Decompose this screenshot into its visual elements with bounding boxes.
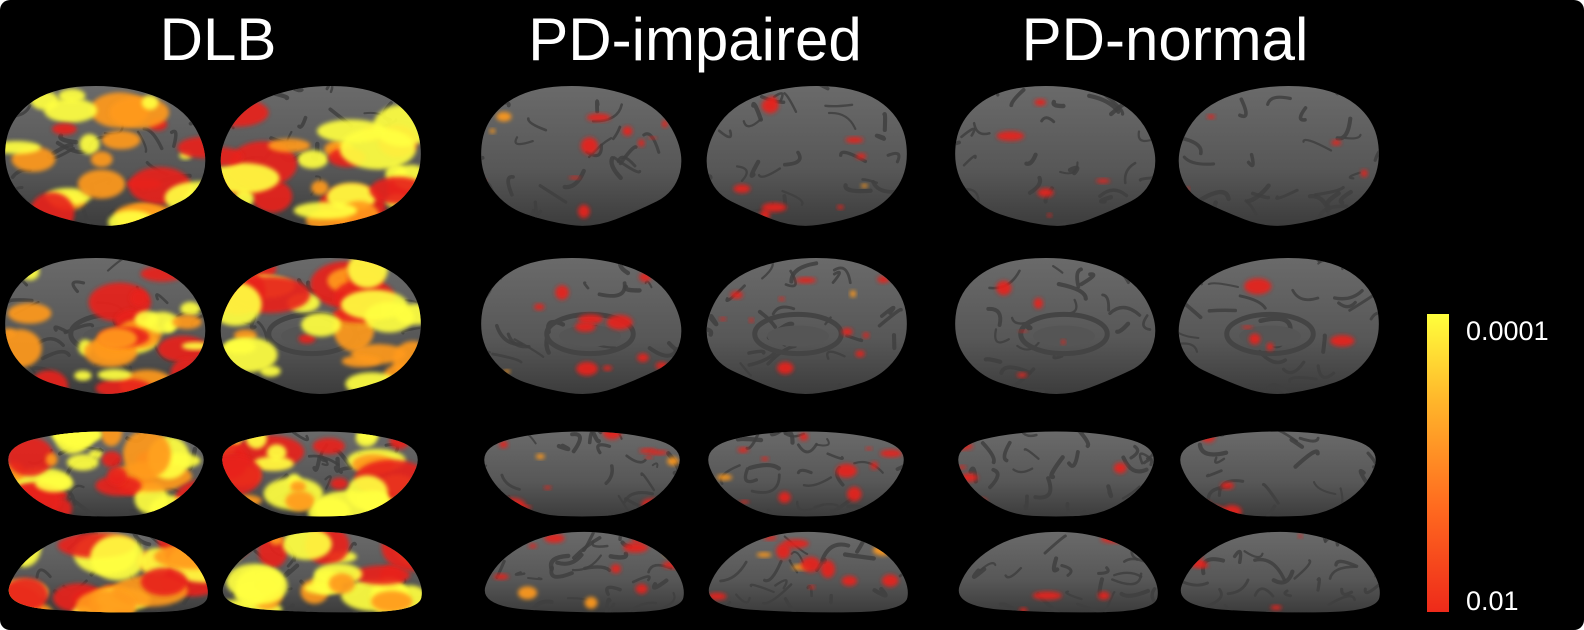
brain-pd-impaired-medial-right (706, 258, 907, 395)
brain-dlb-ventral-right (222, 431, 418, 517)
title-pd-normal: PD-normal (1021, 6, 1309, 73)
colorbar (1427, 314, 1449, 612)
brain-dlb-ventral-left (8, 431, 204, 517)
brain-pd-impaired-lateral-left (481, 85, 682, 226)
brain-dlb-lateral-left (5, 85, 206, 226)
brain-pd-impaired-lateral-right (706, 85, 907, 226)
brain-dlb-lateral-right (220, 85, 421, 226)
brain-pd-normal-medial-left (955, 258, 1156, 395)
brain-dlb-dorsal-left (8, 531, 208, 613)
brain-pd-normal-dorsal-right (1180, 531, 1380, 613)
title-dlb: DLB (159, 6, 277, 73)
brain-pd-impaired-ventral-left (484, 431, 680, 517)
brain-dlb-medial-right (220, 258, 421, 395)
brain-pd-impaired-dorsal-left (484, 531, 684, 613)
brain-pd-impaired-medial-left (481, 258, 682, 395)
brain-pd-impaired-dorsal-right (708, 531, 908, 613)
brain-pd-normal-lateral-left (955, 85, 1156, 226)
brain-pd-normal-dorsal-left (958, 531, 1158, 613)
brain-pd-normal-ventral-left (958, 431, 1154, 517)
brain-pd-normal-lateral-right (1178, 85, 1379, 226)
brain-dlb-dorsal-right (222, 531, 422, 613)
brain-pd-normal-ventral-right (1180, 431, 1376, 517)
title-pd-impaired: PD-impaired (528, 6, 862, 73)
brain-pd-impaired-ventral-right (708, 431, 904, 517)
brain-pd-normal-medial-right (1178, 258, 1379, 395)
brain-dlb-medial-left (5, 258, 206, 395)
colorbar-top-label: 0.0001 (1466, 316, 1549, 346)
colorbar-bottom-label: 0.01 (1466, 586, 1519, 616)
